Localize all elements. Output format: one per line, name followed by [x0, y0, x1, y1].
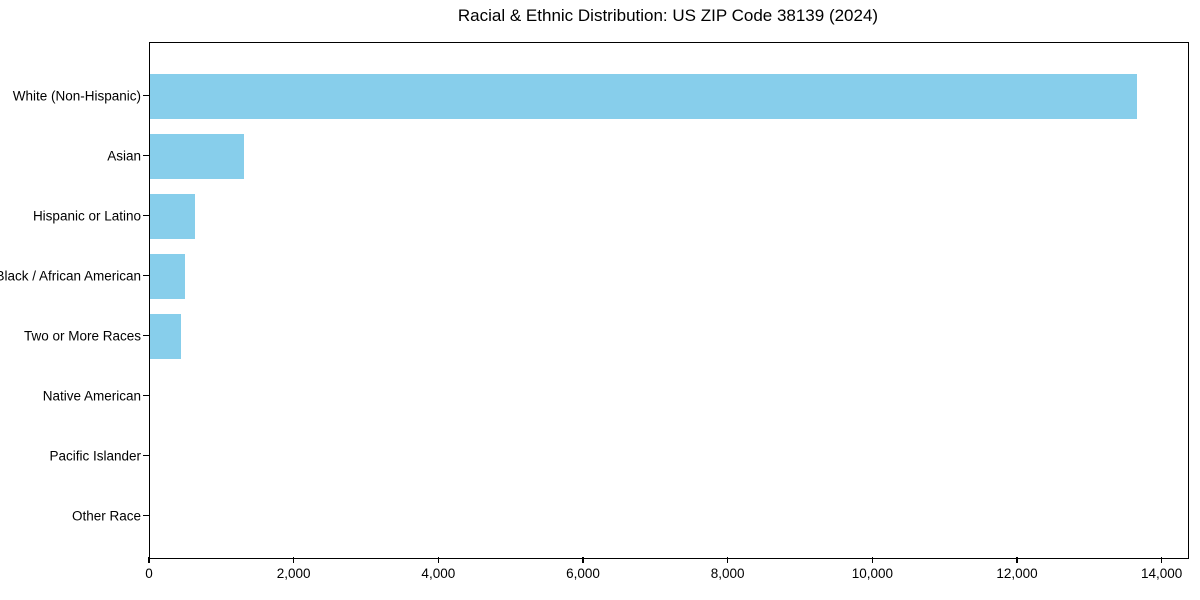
y-tick-mark [143, 214, 149, 217]
y-tick-label-pacific-islander: Pacific Islander [49, 448, 141, 463]
plot-area [149, 42, 1189, 559]
y-tick-mark [143, 454, 149, 457]
y-tick-label-native-american: Native American [42, 388, 141, 403]
bar-white-non-hispanic [150, 74, 1137, 119]
y-tick-label-two-or-more-races: Two or More Races [23, 328, 141, 343]
y-tick-mark [143, 274, 149, 277]
x-tick-label-10000: 10,000 [851, 566, 893, 581]
y-tick-mark [143, 334, 149, 337]
y-tick-mark [143, 394, 149, 397]
x-tick-mark [292, 557, 295, 563]
y-tick-label-hispanic-or-latino: Hispanic or Latino [32, 208, 141, 223]
x-tick-label-12000: 12,000 [996, 566, 1038, 581]
bar-hispanic-or-latino [150, 194, 195, 239]
chart-title: Racial & Ethnic Distribution: US ZIP Cod… [457, 6, 879, 25]
bar-black-african-american [150, 254, 185, 299]
y-tick-mark [143, 514, 149, 517]
y-tick-label-asian: Asian [107, 148, 141, 163]
y-tick-mark [143, 154, 149, 157]
x-tick-label-0: 0 [145, 566, 153, 581]
x-tick-mark [148, 557, 150, 563]
x-tick-label-4000: 4,000 [421, 566, 456, 581]
bar-two-or-more-races [150, 314, 182, 359]
x-tick-label-6000: 6,000 [566, 566, 600, 581]
x-tick-mark [1016, 557, 1018, 563]
x-tick-mark [1160, 557, 1163, 563]
x-tick-mark [726, 557, 729, 563]
x-tick-label-8000: 8,000 [710, 566, 745, 581]
x-tick-label-14000: 14,000 [1141, 566, 1183, 581]
x-tick-mark [437, 557, 440, 563]
x-tick-label-2000: 2,000 [276, 566, 311, 581]
x-tick-mark [582, 557, 584, 563]
y-tick-mark [143, 94, 149, 97]
x-tick-mark [871, 557, 874, 563]
bar-asian [150, 134, 245, 179]
y-tick-label-black-african-american: Black / African American [0, 268, 141, 283]
y-tick-label-other-race: Other Race [71, 508, 141, 523]
y-tick-label-white-non-hispanic: White (Non-Hispanic) [12, 88, 141, 103]
